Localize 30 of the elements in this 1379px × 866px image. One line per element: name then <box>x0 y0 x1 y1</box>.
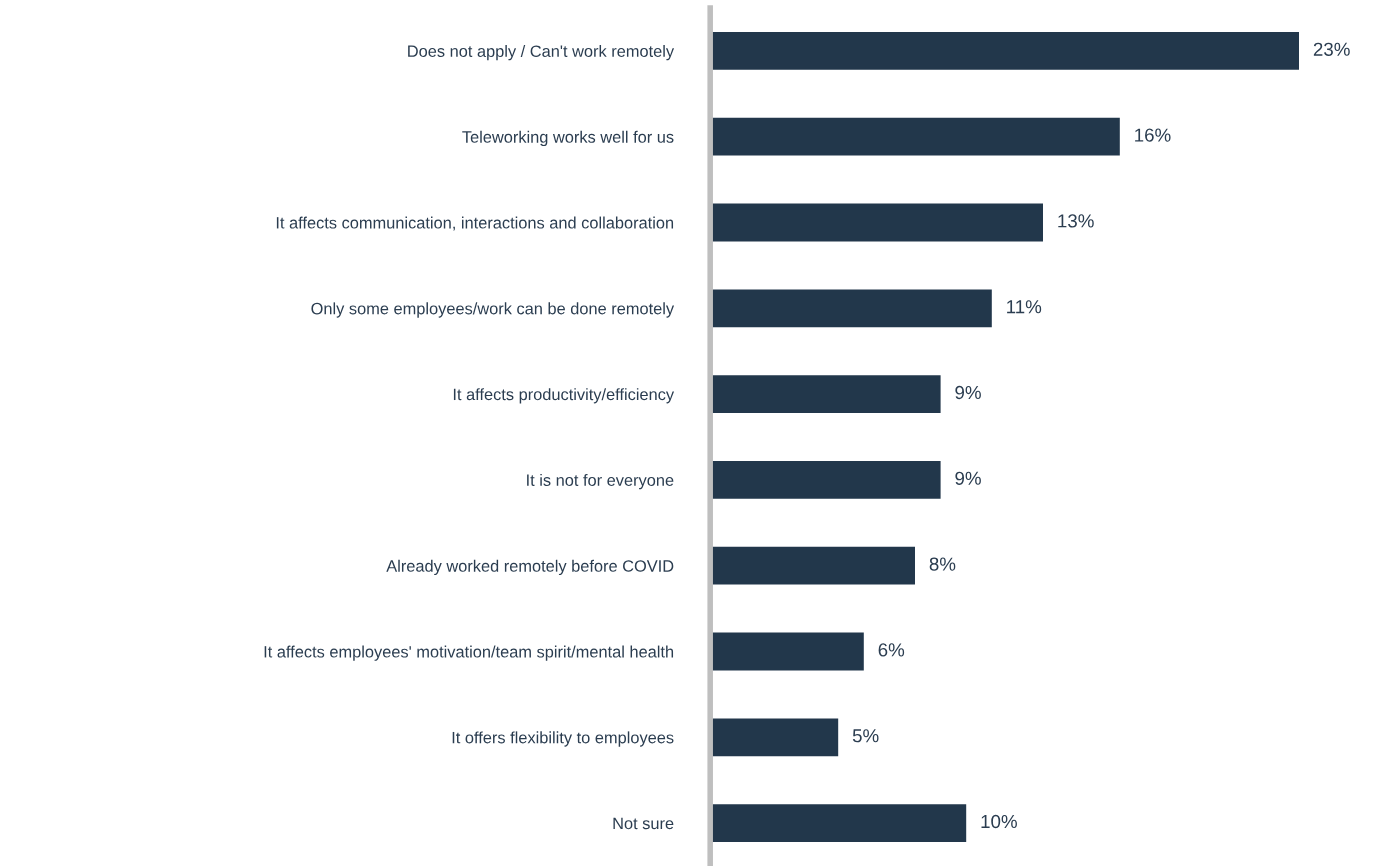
y-tick-label: Not sure <box>613 817 674 830</box>
data-label: 9% <box>955 385 981 400</box>
y-tick-label: It affects employees' motivation/team spirit/mental health <box>264 645 674 661</box>
y-tick-label: It is not for everyone <box>527 473 674 490</box>
bar <box>710 32 1300 70</box>
y-tick-label: Already worked remotely before COVID <box>386 559 674 576</box>
bar <box>710 804 967 842</box>
y-tick-label: It affects communication, interactions and collaboration <box>276 216 674 231</box>
data-label: 9% <box>955 471 981 485</box>
y-tick-label: Teleworking works well for us <box>462 130 674 147</box>
bar <box>710 375 941 413</box>
y-tick-label: It offers flexibility to employees <box>452 731 674 747</box>
bar <box>710 117 1120 156</box>
bar <box>710 461 941 499</box>
data-label: 5% <box>852 729 879 743</box>
data-label: 8% <box>929 557 956 571</box>
bar <box>710 546 915 585</box>
bar <box>710 203 1043 242</box>
y-tick-label: It affects productivity/efficiency <box>453 388 675 404</box>
data-label: 23% <box>1313 42 1350 56</box>
data-label: 13% <box>1058 214 1094 228</box>
data-label: 16% <box>1135 128 1171 142</box>
bar <box>710 632 864 671</box>
data-label: 6% <box>878 643 905 657</box>
data-label: 10% <box>981 814 1017 829</box>
bar <box>710 289 992 328</box>
y-tick-label: Does not apply / Can't work remotely <box>408 44 675 61</box>
y-tick-label: Only some employees/work can be done remotely <box>311 302 675 318</box>
data-label: 11% <box>1007 300 1042 314</box>
bar <box>710 718 839 757</box>
